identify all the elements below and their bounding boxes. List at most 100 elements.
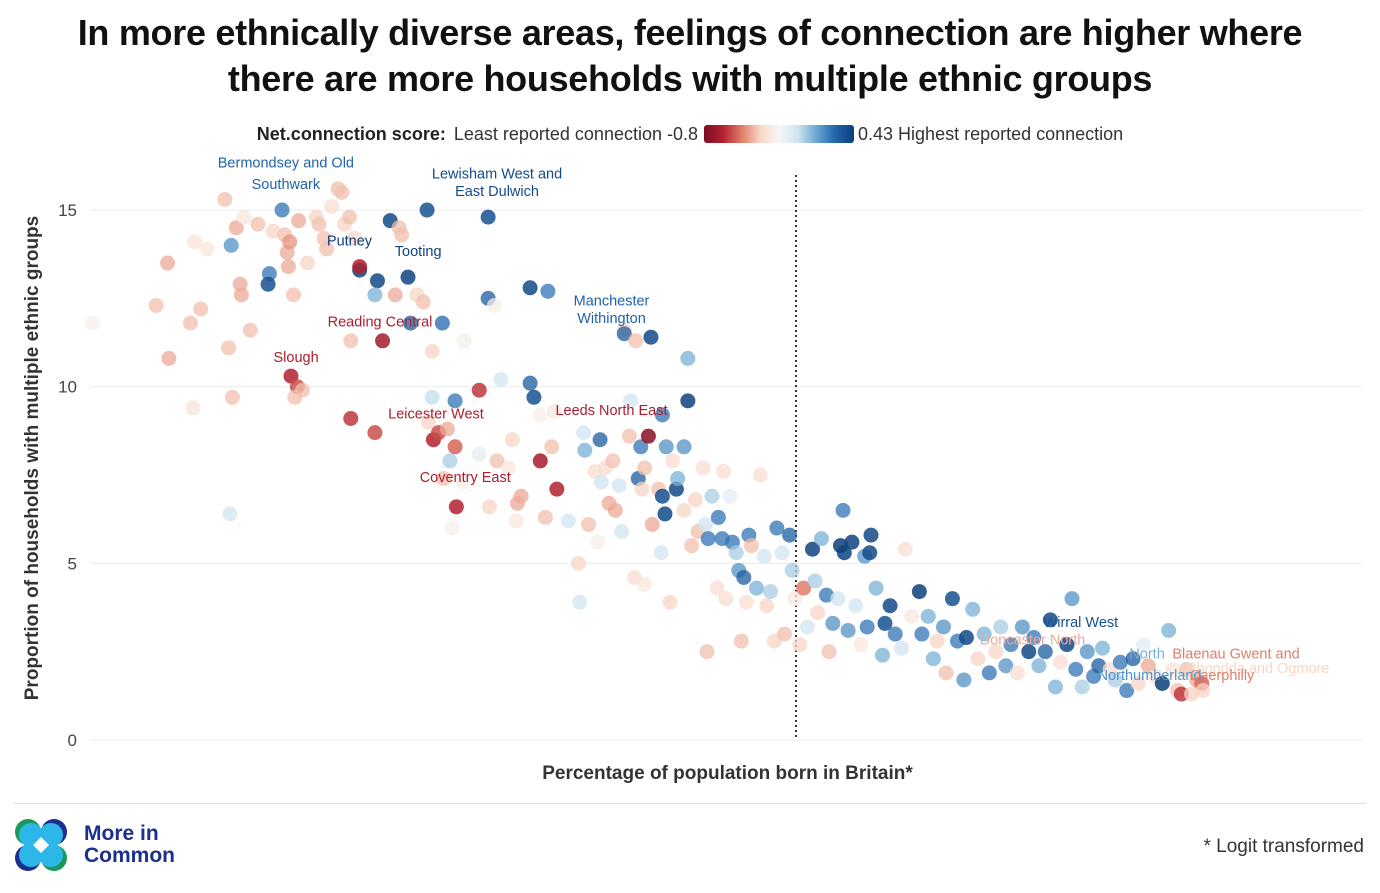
footer-divider	[14, 803, 1366, 804]
data-point	[818, 587, 834, 603]
data-point	[699, 644, 715, 660]
data-point	[367, 425, 383, 441]
data-point	[607, 502, 623, 518]
constituency-label: Northumberland	[1098, 668, 1202, 684]
data-point	[1003, 637, 1019, 653]
data-point	[733, 633, 749, 649]
data-point	[447, 393, 463, 409]
constituency-label: Wirral West	[1044, 615, 1119, 631]
data-point	[448, 499, 464, 515]
y-tick-label: 5	[68, 554, 77, 573]
data-point	[623, 393, 639, 409]
x-axis-label: Percentage of population born in Britain…	[542, 763, 913, 784]
data-point	[265, 223, 281, 239]
data-point	[549, 481, 565, 497]
data-point	[1135, 637, 1151, 653]
constituency-label: Caerphilly	[1190, 668, 1255, 684]
data-point	[546, 403, 562, 419]
data-points	[85, 181, 1211, 702]
data-point	[280, 259, 296, 275]
scatter-plot: 0 5 10 15 Bermondsey and Old Southwark Lewish…	[58, 156, 1362, 750]
data-point	[743, 538, 759, 554]
data-point	[695, 460, 711, 476]
logo-text: More in Common	[84, 823, 175, 867]
data-point	[424, 343, 440, 359]
data-point	[242, 322, 258, 338]
data-point	[480, 209, 496, 225]
data-point	[810, 605, 826, 621]
data-point	[341, 209, 357, 225]
data-point	[1154, 675, 1170, 691]
data-point	[439, 421, 455, 437]
constituency-label: Tooting	[395, 244, 442, 260]
data-point	[936, 619, 952, 635]
constituency-label: Coventry East	[420, 470, 511, 486]
data-point	[763, 584, 779, 600]
data-point	[929, 633, 945, 649]
legend-low-text: Least reported connection -0.8	[453, 123, 699, 144]
constituency-label: Reading Central	[328, 315, 433, 331]
data-point	[193, 301, 209, 317]
data-point	[419, 202, 435, 218]
data-point	[434, 315, 450, 331]
data-point	[1112, 654, 1128, 670]
data-point	[863, 527, 879, 543]
data-point	[1047, 679, 1063, 695]
data-point	[500, 460, 516, 476]
data-point	[784, 562, 800, 578]
data-point	[1130, 675, 1146, 691]
data-point	[592, 432, 608, 448]
data-point	[185, 400, 201, 416]
y-axis-ticks: 0 5 10 15	[58, 201, 77, 750]
data-point	[394, 227, 410, 243]
data-point	[782, 527, 798, 543]
chart-title: In more ethnically diverse areas, feelin…	[0, 10, 1380, 102]
data-point	[1037, 644, 1053, 660]
data-point	[633, 439, 649, 455]
data-point	[508, 513, 524, 529]
data-point	[736, 569, 752, 585]
data-point	[637, 460, 653, 476]
data-point	[1042, 612, 1058, 628]
data-point	[1178, 661, 1194, 677]
data-point	[1164, 661, 1180, 677]
constituency-label: North	[1129, 647, 1164, 663]
data-point	[540, 283, 556, 299]
data-point	[387, 287, 403, 303]
data-point	[369, 273, 385, 289]
data-point	[665, 453, 681, 469]
data-point	[628, 333, 644, 349]
data-point	[874, 647, 890, 663]
data-point	[1059, 637, 1075, 653]
data-point	[581, 516, 597, 532]
data-point	[911, 584, 927, 600]
data-point	[577, 442, 593, 458]
data-point	[375, 333, 391, 349]
color-legend: Net.connection score: Least reported con…	[0, 122, 1380, 146]
data-point	[965, 601, 981, 617]
data-point	[958, 630, 974, 646]
data-point	[347, 230, 363, 246]
data-point	[835, 502, 851, 518]
data-point	[160, 255, 176, 271]
data-point	[455, 474, 471, 490]
data-point	[988, 644, 1004, 660]
data-point	[970, 651, 986, 667]
data-point	[848, 598, 864, 614]
data-point	[1119, 683, 1135, 699]
data-point	[653, 545, 669, 561]
data-point	[1195, 683, 1211, 699]
data-point	[334, 184, 350, 200]
legend-gradient-bar	[704, 125, 855, 143]
data-point	[486, 297, 502, 313]
data-point	[853, 637, 869, 653]
data-point	[769, 520, 785, 536]
data-point	[634, 481, 650, 497]
data-point	[687, 492, 703, 508]
data-point	[882, 598, 898, 614]
data-point	[804, 541, 820, 557]
data-point	[904, 608, 920, 624]
data-point	[504, 432, 520, 448]
data-point	[1026, 630, 1042, 646]
data-point	[300, 255, 316, 271]
